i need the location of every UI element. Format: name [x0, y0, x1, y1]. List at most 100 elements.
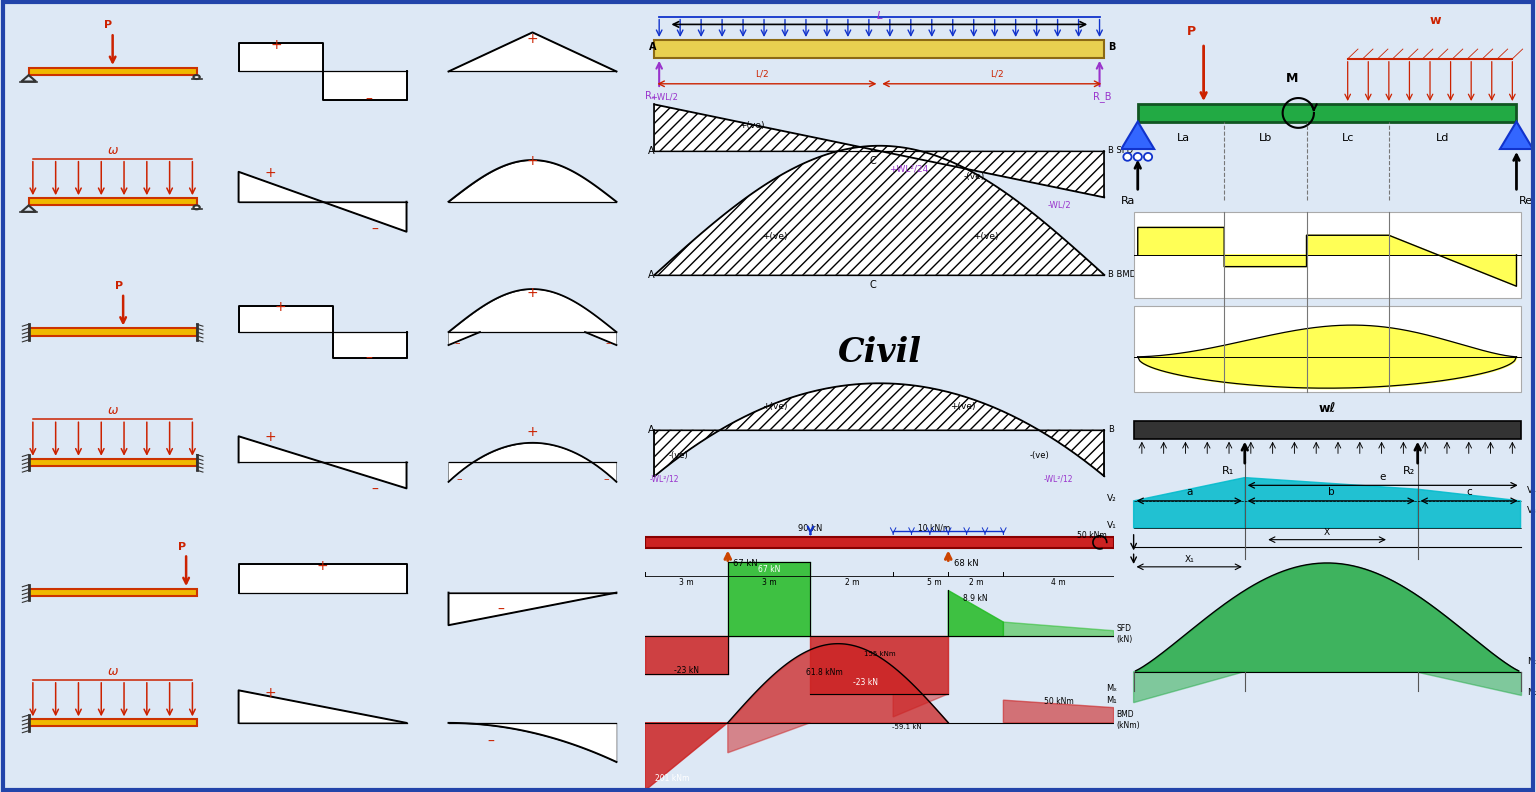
Text: C: C: [869, 280, 877, 290]
Text: +: +: [264, 166, 276, 180]
Text: V₂: V₂: [1107, 494, 1117, 503]
Text: A: A: [648, 425, 654, 435]
Text: +: +: [264, 431, 276, 444]
Polygon shape: [1121, 121, 1154, 149]
Text: Rₐ: Rₐ: [645, 91, 656, 101]
Bar: [1134, 306, 1521, 392]
Text: –: –: [487, 735, 495, 749]
Circle shape: [1123, 153, 1132, 161]
Text: +: +: [264, 686, 276, 700]
Text: –: –: [456, 474, 462, 484]
Text: P: P: [178, 542, 186, 551]
Text: +(ve): +(ve): [974, 232, 998, 241]
Polygon shape: [1418, 489, 1521, 528]
Polygon shape: [811, 637, 948, 694]
Text: (kN): (kN): [1117, 634, 1132, 644]
Text: 3 m: 3 m: [679, 578, 694, 588]
Polygon shape: [645, 722, 728, 790]
Text: -WL²/12: -WL²/12: [650, 474, 679, 483]
Text: -59.1 kN: -59.1 kN: [892, 724, 922, 730]
Bar: [1134, 421, 1521, 439]
Polygon shape: [449, 332, 479, 345]
Text: 50 kNm: 50 kNm: [1077, 531, 1106, 540]
Text: +: +: [316, 559, 329, 573]
Bar: [1134, 211, 1521, 298]
Polygon shape: [1244, 478, 1418, 528]
Text: X₁: X₁: [1184, 555, 1193, 564]
Polygon shape: [728, 562, 811, 637]
Polygon shape: [1003, 700, 1114, 722]
Polygon shape: [879, 151, 1104, 197]
Bar: [29, 719, 197, 726]
Text: c: c: [1467, 487, 1471, 497]
Polygon shape: [238, 691, 407, 723]
Text: +: +: [527, 425, 538, 440]
Bar: [654, 40, 1104, 58]
Text: B SFD: B SFD: [1107, 147, 1134, 155]
Text: V₄: V₄: [1527, 486, 1536, 495]
Text: L/2: L/2: [756, 69, 770, 78]
Text: Lb: Lb: [1258, 133, 1272, 143]
Polygon shape: [728, 722, 811, 753]
Text: -(ve): -(ve): [668, 451, 688, 460]
Bar: [29, 198, 197, 205]
Polygon shape: [1134, 478, 1244, 528]
Text: M₂: M₂: [1527, 688, 1536, 697]
Polygon shape: [449, 32, 616, 71]
Text: P: P: [104, 21, 112, 30]
Text: +(ve): +(ve): [762, 232, 788, 241]
Text: P: P: [115, 281, 123, 291]
Polygon shape: [948, 591, 1003, 637]
Text: 155 kNm: 155 kNm: [863, 650, 895, 657]
Text: (kNm): (kNm): [1117, 721, 1140, 730]
Text: 67 kN: 67 kN: [757, 565, 780, 574]
Polygon shape: [1501, 121, 1533, 149]
Text: +: +: [527, 154, 538, 168]
Text: 90 kN: 90 kN: [799, 524, 823, 532]
Polygon shape: [1134, 672, 1244, 703]
Text: -WL/2: -WL/2: [1048, 200, 1072, 210]
Text: Re: Re: [1519, 196, 1533, 206]
Text: -23 kN: -23 kN: [674, 666, 699, 676]
Circle shape: [194, 205, 200, 209]
Text: La: La: [1177, 133, 1189, 143]
Text: BMD: BMD: [1117, 710, 1134, 719]
Text: a: a: [1186, 487, 1192, 497]
Text: 4 m: 4 m: [1051, 578, 1066, 588]
Bar: [29, 68, 197, 75]
Text: L/2: L/2: [989, 69, 1003, 78]
Text: A: A: [648, 146, 654, 156]
Text: –: –: [498, 603, 504, 616]
Text: 2 m: 2 m: [969, 578, 983, 588]
Text: Mₓ: Mₓ: [1106, 684, 1117, 693]
Circle shape: [194, 75, 200, 79]
Text: 3 m: 3 m: [762, 578, 776, 588]
Text: ω: ω: [108, 664, 118, 678]
Text: R₂: R₂: [1404, 466, 1416, 476]
Text: +(ve): +(ve): [949, 402, 975, 411]
Polygon shape: [585, 332, 616, 345]
Text: Ld: Ld: [1436, 133, 1448, 143]
Text: V₃: V₃: [1527, 505, 1536, 515]
Text: -WL²/12: -WL²/12: [1043, 474, 1072, 483]
Text: –: –: [366, 352, 372, 367]
Text: B BMD: B BMD: [1107, 270, 1137, 280]
Text: +WL/2: +WL/2: [650, 93, 677, 101]
Text: 61.8 kNm: 61.8 kNm: [806, 668, 843, 677]
Polygon shape: [323, 463, 407, 489]
Text: e: e: [1379, 471, 1385, 482]
Text: A: A: [648, 42, 656, 52]
Bar: [29, 329, 197, 336]
Polygon shape: [892, 694, 948, 717]
Text: 50 kNm: 50 kNm: [1043, 697, 1074, 706]
Text: –: –: [455, 338, 459, 348]
Polygon shape: [1418, 672, 1521, 695]
Text: +(ve): +(ve): [739, 120, 765, 130]
Circle shape: [1144, 153, 1152, 161]
Text: C: C: [869, 156, 877, 166]
Polygon shape: [654, 105, 879, 151]
Text: L: L: [876, 11, 883, 21]
Circle shape: [1134, 153, 1141, 161]
Text: X: X: [1324, 528, 1330, 537]
Text: –: –: [605, 338, 611, 348]
